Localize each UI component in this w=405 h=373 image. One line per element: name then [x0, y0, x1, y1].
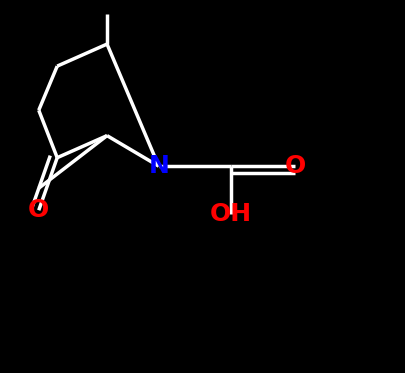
Text: O: O	[28, 198, 49, 222]
Text: OH: OH	[209, 202, 251, 226]
Text: O: O	[284, 154, 305, 178]
Text: N: N	[148, 154, 169, 178]
